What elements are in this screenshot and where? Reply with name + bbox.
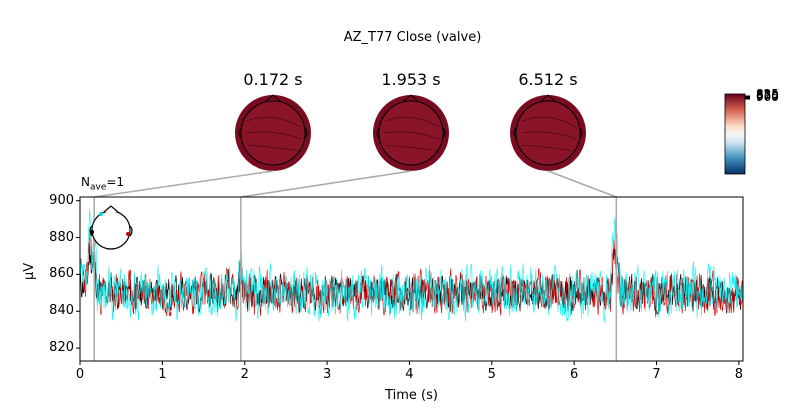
x-axis-label: Time (s) [385, 388, 438, 403]
x-tick-label: 6 [570, 367, 579, 382]
topomap-connector [94, 170, 274, 198]
x-tick-label: 5 [487, 367, 496, 382]
topomap-head [510, 94, 586, 171]
x-tick-label: 1 [158, 367, 167, 382]
colorbar-tick-label: 900 [756, 90, 779, 104]
colorbar-tick-label: 875 [756, 89, 779, 103]
topomap-time-0: 0.172 s [243, 70, 303, 89]
series-line [80, 208, 743, 323]
topomap-head [235, 94, 311, 171]
x-tick-label: 4 [405, 367, 414, 382]
figure-title: AZ_T77 Close (valve) [343, 30, 482, 45]
y-tick-label: 820 [49, 340, 74, 356]
x-tick-label: 8 [734, 367, 744, 382]
topomaps [235, 94, 586, 171]
topomap-connector [547, 170, 617, 198]
y-tick-label: 900 [49, 192, 74, 208]
x-ticks [79, 361, 740, 365]
x-tick-label: 0 [75, 367, 85, 382]
y-tick-label: 880 [49, 229, 74, 245]
x-tick-label: 3 [322, 367, 332, 382]
x-tick-label: 7 [652, 367, 661, 382]
plot-frame [79, 196, 744, 362]
y-tick-label: 840 [49, 303, 74, 319]
colorbar [724, 93, 750, 175]
topomap-connectors [94, 170, 617, 198]
topomap-time-1: 1.953 s [381, 70, 441, 89]
colorbar-tick-label: 850 [756, 88, 779, 102]
x-tick-label: 2 [240, 367, 249, 382]
y-ticks [76, 200, 80, 349]
topomap-time-2: 6.512 s [518, 70, 578, 89]
y-tick-label: 860 [49, 266, 74, 282]
topomap-head [373, 94, 449, 171]
y-axis-label: µV [22, 262, 37, 280]
topomap-connector [240, 170, 412, 198]
sensor-inset [89, 205, 133, 250]
colorbar-tick-label: 825 [756, 87, 779, 101]
n-average-label: Nave=1 [81, 175, 125, 193]
butterfly-traces [80, 208, 743, 323]
